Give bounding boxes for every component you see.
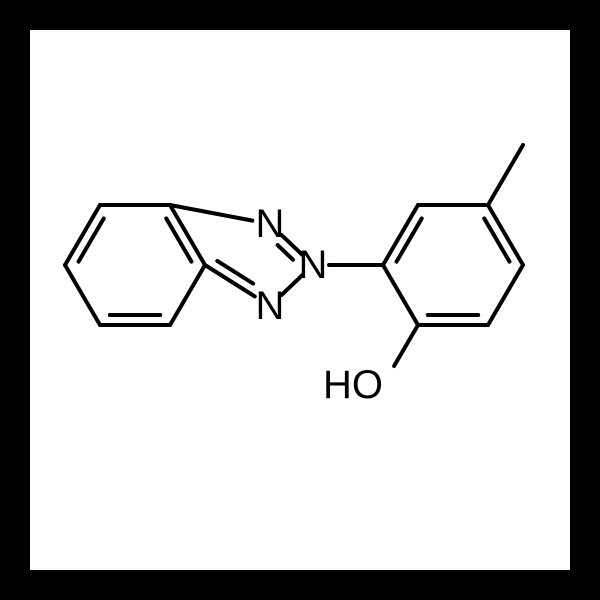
diagram-panel xyxy=(30,30,570,570)
atom-label-n3: N xyxy=(299,243,328,287)
atom-label-oh: HO xyxy=(323,363,383,407)
atom-label-n1: N xyxy=(256,202,285,246)
molecule-diagram: NNN HO xyxy=(0,0,600,600)
atom-label-n2: N xyxy=(256,284,285,328)
